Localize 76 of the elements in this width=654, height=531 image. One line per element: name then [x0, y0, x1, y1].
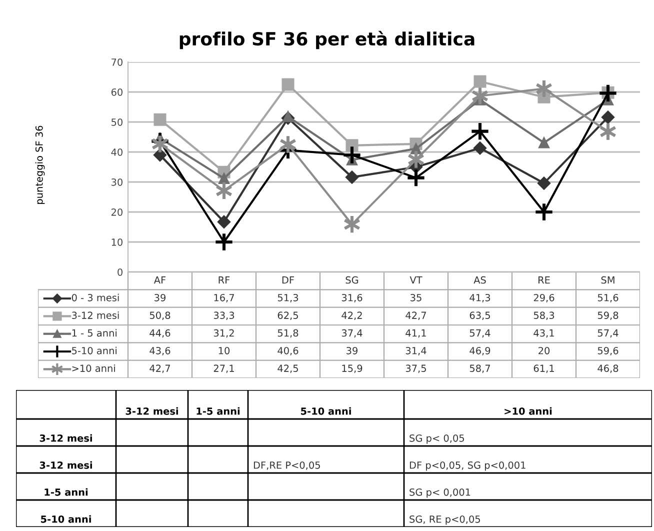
x-tick-label: AF — [154, 276, 166, 284]
data-label: 63,5 — [470, 312, 490, 320]
data-label: 58,7 — [470, 364, 490, 373]
legend-label: 1 - 5 anni — [72, 329, 116, 337]
data-label: 43,6 — [150, 346, 170, 356]
data-label: 37,5 — [406, 364, 426, 373]
data-label: 61,1 — [534, 364, 554, 373]
data-label: 50,8 — [150, 312, 170, 320]
text: 1-5 anni — [196, 407, 240, 415]
y-tick-label: 0 — [118, 268, 122, 276]
data-label: 58,3 — [534, 312, 554, 320]
data-label: 62,5 — [278, 312, 298, 320]
text: SG, RE p<0,05 — [410, 515, 480, 525]
data-label: 33,3 — [214, 312, 234, 320]
x-tick-label: SM — [601, 276, 614, 284]
data-label: 44,6 — [150, 329, 170, 338]
data-label: 39 — [154, 294, 166, 302]
data-label: 59,8 — [598, 312, 618, 320]
data-label: 46,9 — [470, 346, 490, 356]
data-label: 51,8 — [278, 329, 298, 338]
text: DF,RE P<0,05 — [254, 461, 320, 470]
x-tick-label: SG — [346, 276, 358, 284]
y-tick-label: 30 — [112, 178, 122, 186]
data-label: 41,1 — [406, 329, 426, 338]
text: 5-10 anni — [301, 407, 351, 415]
data-label: 31,4 — [406, 346, 426, 356]
text: SG p< 0,05 — [410, 434, 464, 444]
data-label: 51,3 — [278, 294, 298, 302]
data-label: 57,4 — [598, 329, 618, 338]
chart-title: profilo SF 36 per età dialitica — [180, 30, 474, 50]
y-tick-label: 10 — [112, 238, 122, 246]
legend-label: 5-10 anni — [72, 346, 117, 354]
x-tick-label: VT — [410, 276, 422, 284]
text: DF p<0,05, SG p<0,001 — [410, 461, 526, 471]
data-label: 15,9 — [342, 364, 362, 373]
data-label: 41,3 — [470, 294, 490, 302]
data-label: 43,1 — [534, 329, 554, 338]
data-label: 42,5 — [278, 364, 298, 373]
data-label: 29,6 — [534, 294, 554, 302]
text: 3-12 mesi — [40, 434, 92, 442]
y-tick-label: 50 — [112, 118, 122, 126]
y-tick-label: 60 — [111, 88, 122, 96]
legend-label: >10 anni — [72, 364, 115, 372]
data-label: 46,8 — [598, 364, 618, 373]
x-tick-label: RF — [218, 276, 230, 284]
y-tick-label: 20 — [111, 208, 122, 216]
y-tick-label: 40 — [111, 148, 122, 156]
data-label: 20 — [538, 346, 550, 354]
data-label: 42,7 — [150, 364, 170, 373]
x-tick-label: AS — [474, 276, 486, 284]
data-label: 27,1 — [214, 364, 234, 373]
text: 3-12 mesi — [126, 407, 178, 415]
text: 5-10 anni — [41, 515, 91, 523]
data-label: 57,4 — [470, 329, 490, 338]
data-label: 39 — [346, 346, 358, 354]
text: SG p< 0,001 — [410, 488, 470, 498]
data-label: 10 — [218, 346, 230, 354]
x-tick-label: RE — [538, 276, 550, 284]
data-label: 59,6 — [598, 346, 618, 356]
data-label: 51,6 — [598, 294, 618, 302]
text: >10 anni — [504, 407, 552, 415]
text: 3-12 mesi — [40, 461, 92, 469]
data-label: 42,7 — [406, 312, 426, 320]
y-axis-title: punteggio SF 36 — [35, 126, 45, 204]
data-label: 42,2 — [342, 312, 362, 320]
data-label: 31,2 — [214, 329, 234, 338]
data-label: 35 — [410, 294, 422, 302]
data-label: 37,4 — [342, 329, 362, 338]
text: 1-5 anni — [44, 488, 88, 496]
legend-label: 0 - 3 mesi — [72, 294, 119, 302]
data-label: 40,6 — [278, 346, 298, 356]
data-label: 31,6 — [342, 294, 362, 302]
legend-label: 3-12 mesi — [72, 311, 119, 319]
data-label: 16,7 — [214, 294, 234, 302]
x-tick-label: DF — [282, 276, 294, 284]
y-tick-label: 70 — [112, 58, 122, 66]
